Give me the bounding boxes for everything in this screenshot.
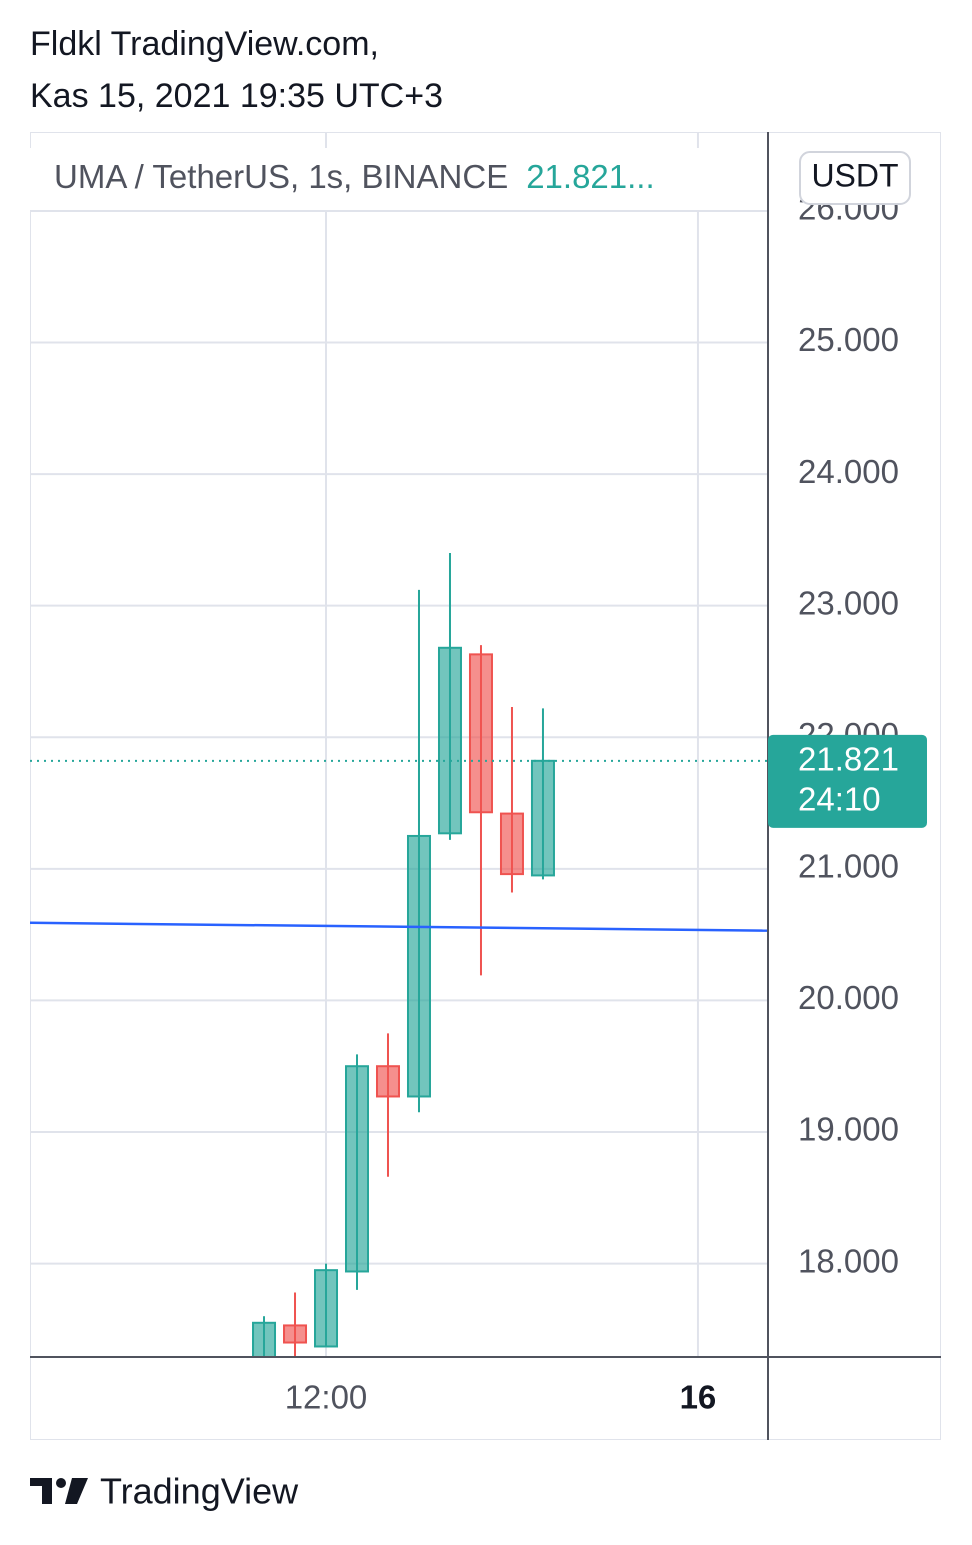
currency[interactable]: USDT — [811, 157, 898, 193]
y-tick-label: 18.000 — [798, 1242, 899, 1279]
price-tag-value: 21.821 — [798, 741, 899, 778]
y-tick-label: 19.000 — [798, 1111, 899, 1148]
x-tick-label: 12:00 — [285, 1379, 368, 1416]
legend-symbol: UMA / TetherUS, 1s, BINANCE — [54, 158, 508, 195]
x-tick-label: 16 — [680, 1379, 717, 1416]
legend-bg — [30, 148, 700, 210]
y-tick-label: 21.000 — [798, 848, 899, 885]
legend-value: 21.821... — [526, 158, 654, 195]
candle-body — [375, 1065, 400, 1098]
candle-body — [499, 812, 524, 876]
candle-body — [437, 646, 462, 835]
logo-dot — [56, 1478, 66, 1488]
currency-button[interactable] — [799, 151, 911, 205]
price-tag-bg — [768, 734, 927, 828]
candle-body — [252, 1321, 277, 1357]
candle-body — [314, 1269, 339, 1348]
candle-body — [468, 653, 493, 814]
legend: UMA / TetherUS, 1s, BINANCE 21.821... — [54, 158, 655, 195]
footer-brand: TradingView — [100, 1471, 299, 1512]
y-tick-label: 20.000 — [798, 979, 899, 1016]
candle-body — [345, 1065, 370, 1273]
logo-mark — [65, 1478, 88, 1504]
logo — [30, 1478, 88, 1504]
grid — [30, 132, 768, 1357]
header-title: Fldkl TradingView.com, — [30, 25, 379, 63]
candle-body — [406, 834, 431, 1098]
trend-line — [30, 921, 768, 932]
candle-body — [283, 1324, 308, 1344]
y-tick-label: 24.000 — [798, 453, 899, 490]
y-tick-label: 25.000 — [798, 321, 899, 358]
header-date: Kas 15, 2021 19:35 UTC+3 — [30, 77, 443, 115]
candle-body — [530, 759, 555, 877]
plot-area — [30, 553, 768, 1357]
frame — [30, 132, 941, 1440]
logo-mark — [30, 1478, 52, 1504]
y-tick-label: 23.000 — [798, 584, 899, 621]
price-tag-countdown: 24:10 — [798, 781, 881, 818]
